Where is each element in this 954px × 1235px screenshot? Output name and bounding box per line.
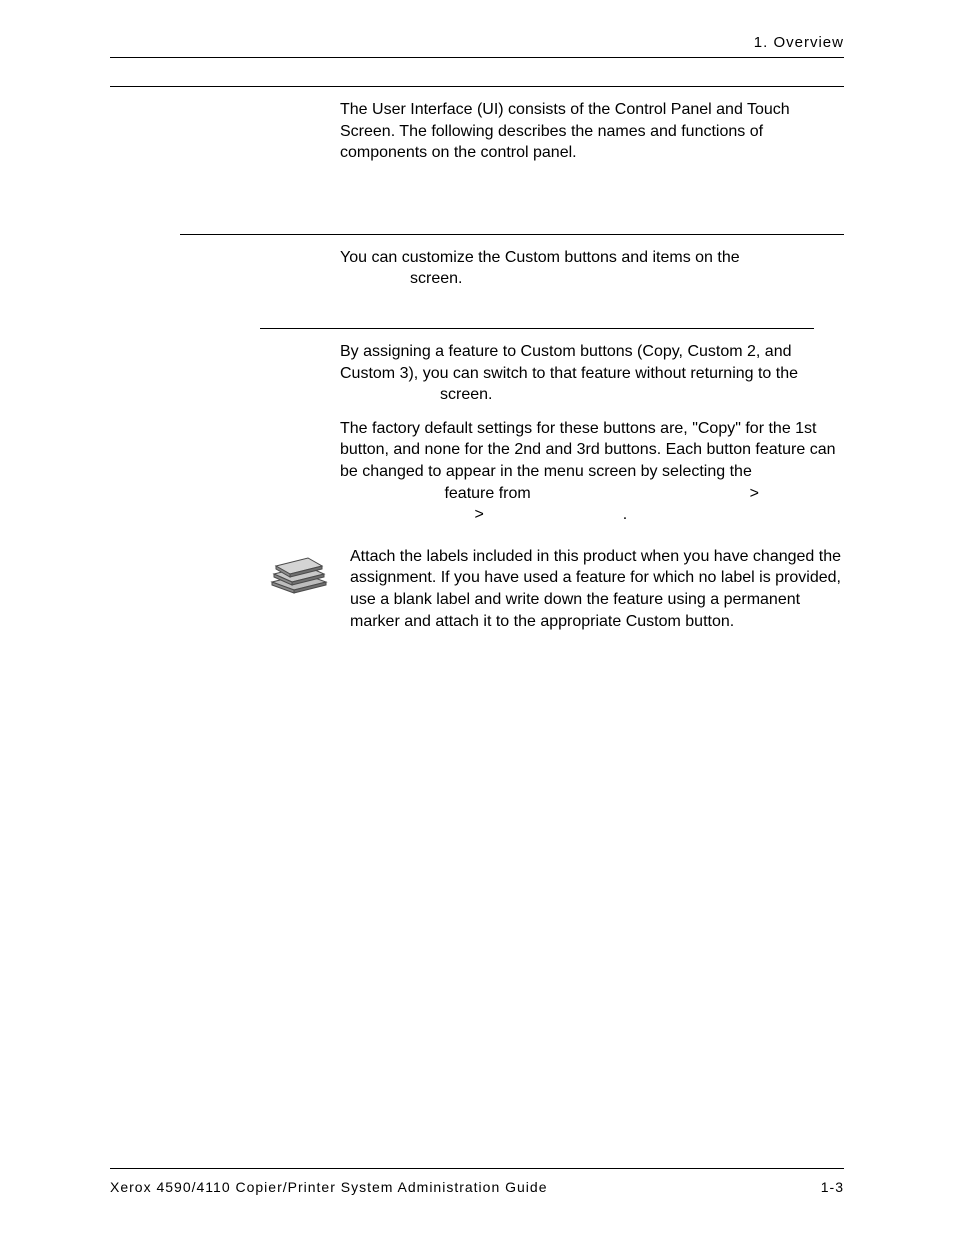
section-rule-top (110, 86, 844, 87)
customizing-line2: screen. (410, 270, 462, 287)
custom-buttons-p2: The factory default settings for these b… (340, 418, 844, 526)
note-paragraph: Attach the labels included in this produ… (350, 546, 844, 632)
footer-page-number: 1-3 (821, 1179, 844, 1195)
section-rule-customizing (180, 234, 844, 235)
cb-p2-featurefrom: feature from (444, 485, 530, 502)
intro-paragraph: The User Interface (UI) consists of the … (340, 99, 844, 164)
cb-p2-part1: The factory default settings for these b… (340, 420, 835, 480)
intro-block: The User Interface (UI) consists of the … (340, 99, 844, 164)
customizing-paragraph: You can customize the Custom buttons and… (340, 247, 844, 290)
section-rule-custombuttons (260, 328, 814, 329)
page-header: 1. Overview (110, 34, 844, 58)
cb-p1-line2: screen. (440, 386, 492, 403)
custom-buttons-section: By assigning a feature to Custom buttons… (180, 328, 844, 526)
customizing-line1: You can customize the Custom buttons and… (340, 249, 740, 266)
note-block: Attach the labels included in this produ… (110, 546, 844, 632)
footer-doc-title: Xerox 4590/4110 Copier/Printer System Ad… (110, 1179, 548, 1195)
cb-p2-dot: . (623, 506, 627, 523)
books-icon (270, 546, 330, 632)
custom-buttons-p1: By assigning a feature to Custom buttons… (340, 341, 844, 406)
cb-p1-line1: By assigning a feature to Custom buttons… (340, 343, 798, 382)
cb-p2-gt2: > (474, 506, 483, 523)
customizing-section: You can customize the Custom buttons and… (180, 234, 844, 290)
chapter-label: 1. Overview (110, 34, 844, 51)
cb-p2-gt1: > (750, 485, 759, 502)
page: 1. Overview The User Interface (UI) cons… (0, 0, 954, 1235)
page-footer: Xerox 4590/4110 Copier/Printer System Ad… (110, 1168, 844, 1195)
